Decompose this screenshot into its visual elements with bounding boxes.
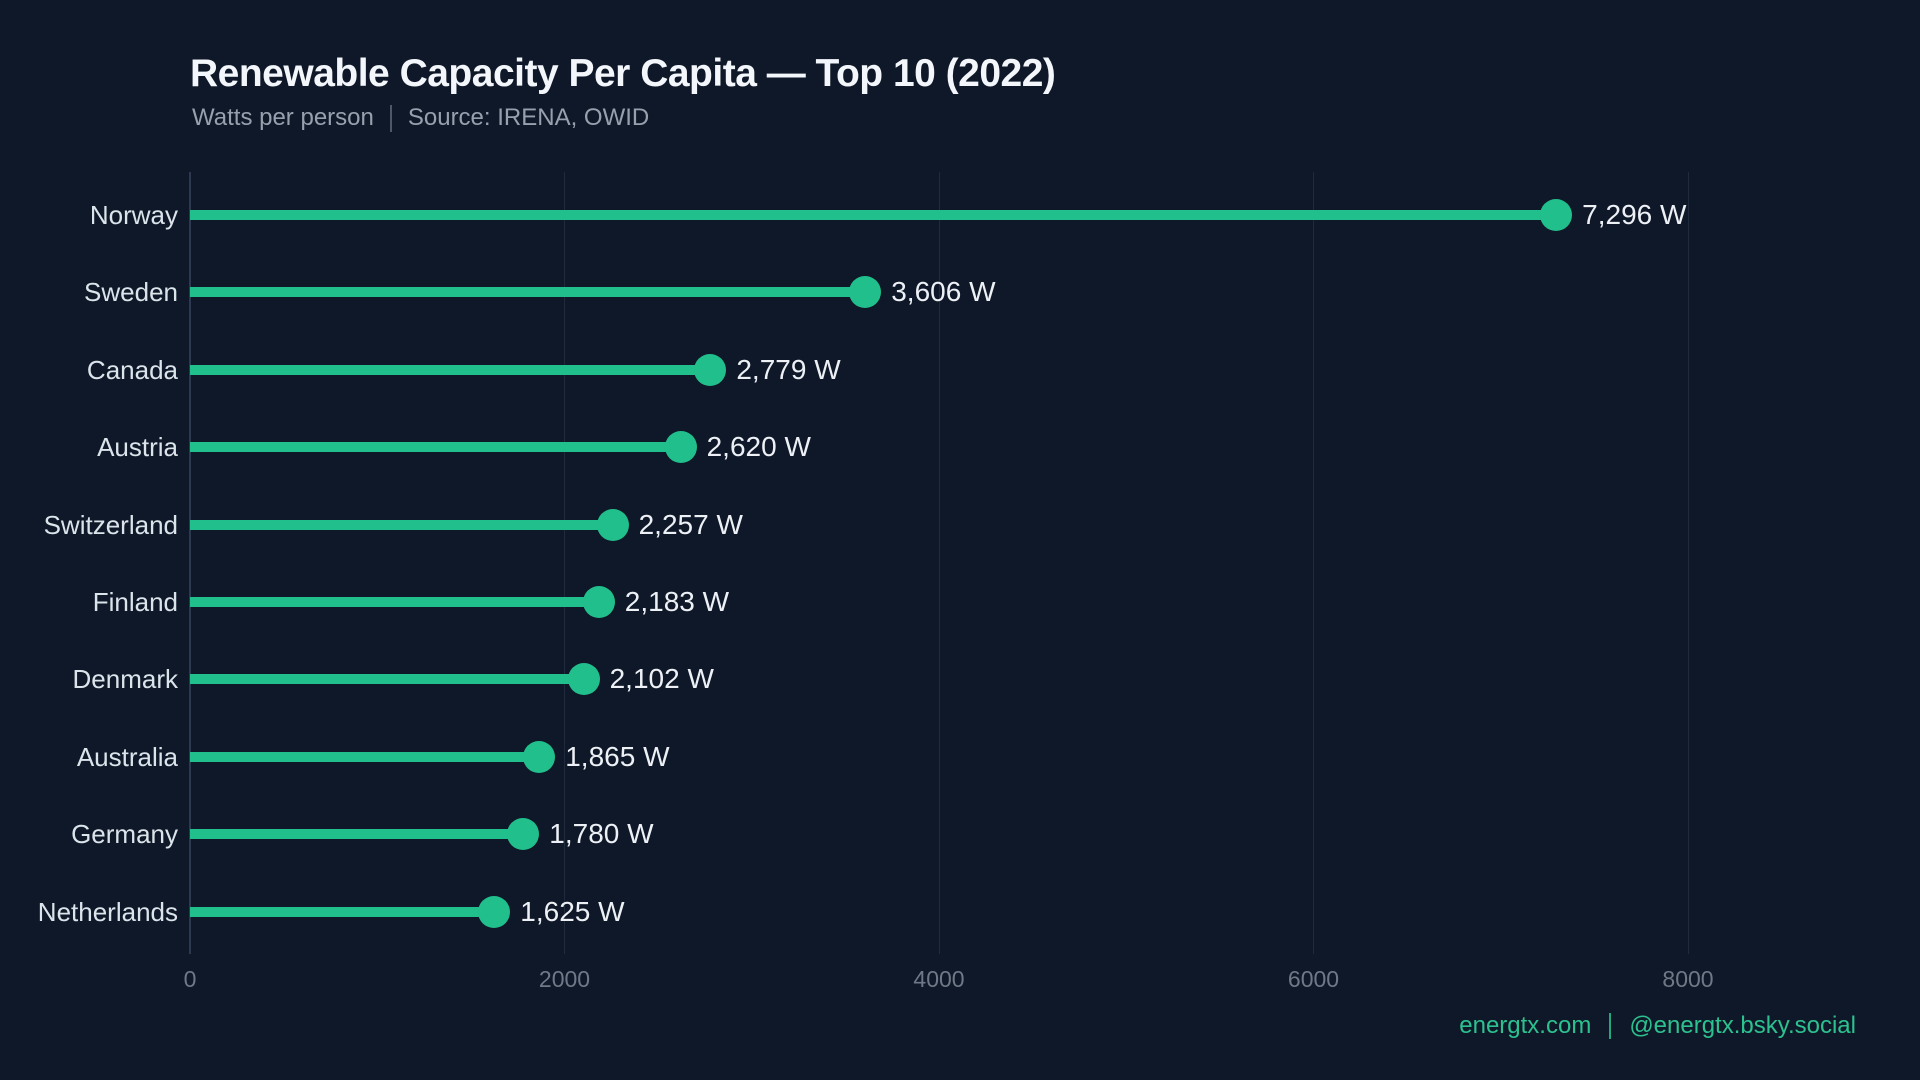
bar-dot: [1540, 199, 1573, 231]
x-tick-label: 8000: [1662, 966, 1714, 992]
bar-dot: [694, 353, 727, 386]
footer-site-link[interactable]: energtx.com: [1459, 1012, 1592, 1039]
category-label: Switzerland: [43, 509, 178, 540]
category-label: Australia: [76, 741, 178, 772]
value-label: 2,620 W: [706, 431, 811, 463]
value-label: 7,296 W: [1582, 199, 1687, 230]
gridline: [1687, 172, 1689, 954]
bar-dot: [567, 663, 600, 696]
chart-source: Source: IRENA, OWID: [407, 104, 650, 131]
category-label: Norway: [89, 200, 178, 230]
gridline: [1313, 172, 1314, 954]
bar-line: [190, 906, 495, 917]
gridline: [564, 172, 565, 954]
bar-line: [190, 829, 524, 840]
bar-dot: [523, 740, 556, 773]
bar-line: [190, 519, 613, 530]
value-label: 1,865 W: [565, 740, 670, 772]
bar-line: [190, 364, 711, 375]
bar-dot: [582, 586, 615, 618]
chart-subtitle: Watts per person: [192, 104, 374, 131]
bar-line: [190, 210, 1557, 220]
bar-dot: [849, 276, 882, 309]
subtitle-separator: [389, 104, 392, 132]
chart-subtitle-row: Watts per person Source: IRENA, OWID: [192, 104, 649, 132]
value-label: 2,102 W: [609, 663, 714, 695]
bar-line: [190, 751, 540, 762]
chart-title: Renewable Capacity Per Capita — Top 10 (…: [190, 52, 1056, 95]
plot-area: 0 2000 4000 6000 8000 Norway 7,296 W Sweden 3,60…: [38, 172, 1714, 992]
bar-dot: [596, 508, 629, 541]
bar-dot: [507, 818, 540, 851]
x-tick-label: 4000: [913, 966, 965, 992]
bar-dot: [664, 431, 697, 464]
bar-dot: [478, 895, 511, 928]
value-label: 2,183 W: [624, 586, 730, 617]
x-tick-label: 0: [183, 966, 197, 992]
bar-line: [190, 674, 584, 685]
bar-line: [190, 442, 681, 453]
category-label: Canada: [86, 354, 178, 385]
gridline: [938, 172, 940, 954]
category-label: Sweden: [84, 277, 178, 308]
x-tick-label: 2000: [538, 966, 591, 992]
axis-zero-line: [189, 172, 191, 954]
x-tick-label: 6000: [1287, 966, 1340, 992]
footer-social-link[interactable]: @energtx.bsky.social: [1629, 1012, 1856, 1039]
category-label: Germany: [71, 819, 178, 850]
bar-line: [190, 287, 866, 298]
value-label: 2,779 W: [736, 353, 841, 385]
footer-separator: [1609, 1013, 1612, 1039]
bar-line: [190, 597, 599, 607]
value-label: 1,780 W: [549, 818, 654, 850]
footer: energtx.com @energtx.bsky.social: [1459, 1012, 1856, 1040]
category-label: Austria: [97, 432, 178, 463]
value-label: 3,606 W: [891, 276, 996, 308]
value-label: 1,625 W: [520, 895, 625, 927]
category-label: Finland: [92, 587, 178, 617]
category-label: Denmark: [72, 664, 178, 695]
category-label: Netherlands: [37, 896, 178, 927]
value-label: 2,257 W: [638, 508, 743, 540]
